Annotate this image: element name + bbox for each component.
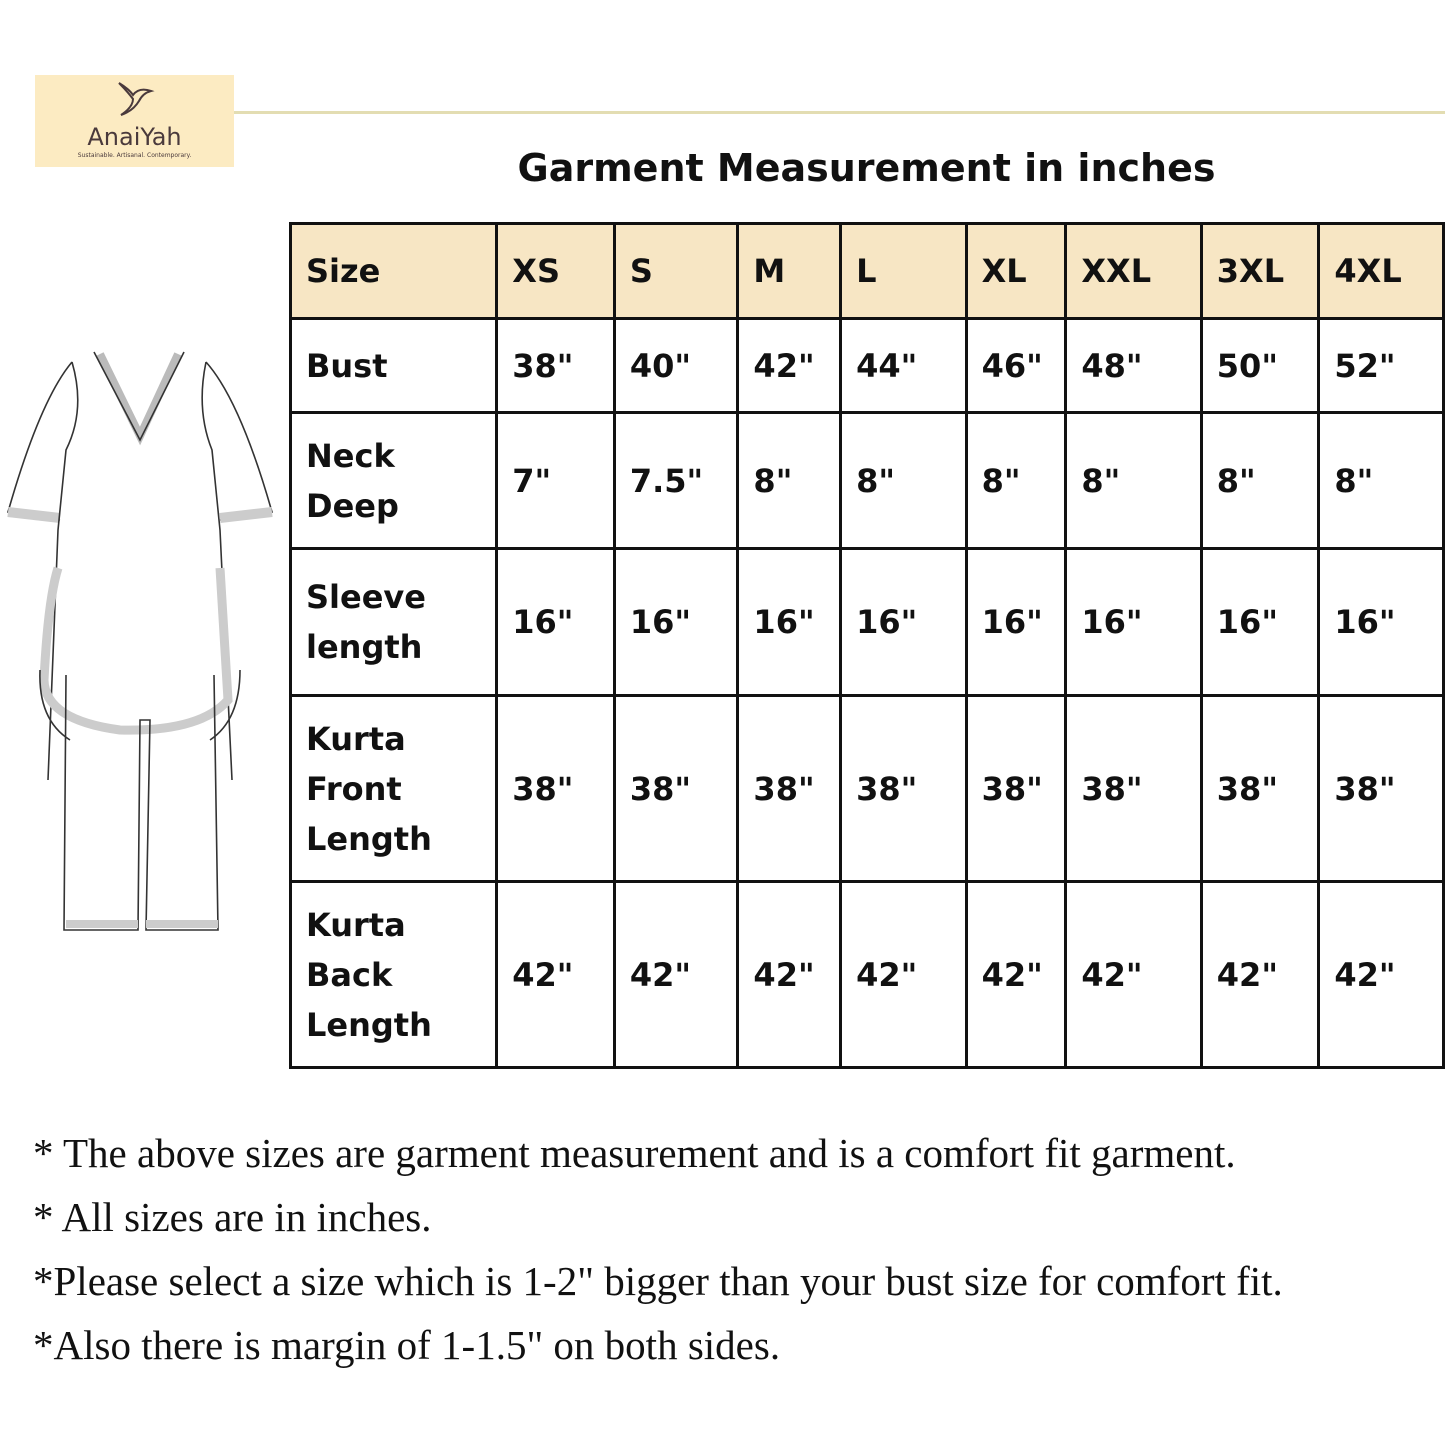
cell: 38" <box>839 694 968 883</box>
cell: 38" <box>1064 694 1203 883</box>
cell: 42" <box>736 880 843 1069</box>
title-text: Garment Measurement in inches <box>517 146 1216 190</box>
cell: 16" <box>1064 547 1203 697</box>
cell: 16" <box>736 547 843 697</box>
row-label: Kurta Back Length <box>288 880 499 1069</box>
note: *Also there is margin of 1-1.5" on both … <box>33 1322 781 1368</box>
cell: 7.5" <box>612 411 740 550</box>
cell: 8" <box>1064 411 1203 550</box>
cell: 42" <box>1317 880 1445 1069</box>
row-label: Neck Deep <box>288 411 499 550</box>
row-label: Bust <box>288 317 499 414</box>
header-cell: 4XL <box>1317 222 1445 320</box>
header-cell: S <box>612 222 740 320</box>
bird-icon <box>118 82 155 116</box>
brand-tagline: Sustainable. Artisanal. Contemporary. <box>77 152 192 159</box>
brand-name: AnaiYah <box>87 123 182 151</box>
cell: 42" <box>736 317 843 414</box>
cell: 42" <box>1199 880 1321 1069</box>
cell: 8" <box>839 411 968 550</box>
cell: 16" <box>1199 547 1321 697</box>
header-cell: XXL <box>1064 222 1203 320</box>
header-cell: Size <box>288 222 499 320</box>
cell: 42" <box>964 880 1068 1069</box>
notes: * The above sizes are garment measuremen… <box>33 1125 1283 1381</box>
cell: 8" <box>736 411 843 550</box>
row-label: Sleeve length <box>288 547 499 697</box>
cell: 42" <box>1064 880 1203 1069</box>
page-title: Garment Measurement in inches <box>290 146 1443 190</box>
row-label: Kurta Front Length <box>288 694 499 883</box>
table-row: Kurta Back Length 42" 42" 42" 42" 42" 42" 42" 42… <box>288 880 1445 1069</box>
table-row: Kurta Front Length 38" 38" 38" 38" 38" 38" 38" 3… <box>288 694 1445 883</box>
table-row: Bust 38" 40" 42" 44" 46" 48" 50" 52" <box>288 317 1445 414</box>
cell: 38" <box>495 317 616 414</box>
size-chart-table: Size XS S M L XL XXL 3XL 4XL Bust 38" 40" 4… <box>288 222 1445 1069</box>
table-header-row: Size XS S M L XL XXL 3XL 4XL <box>288 222 1445 320</box>
note: *Please select a size which is 1-2" bigg… <box>33 1258 1283 1304</box>
cell: 52" <box>1317 317 1445 414</box>
cell: 48" <box>1064 317 1203 414</box>
header-cell: XL <box>964 222 1068 320</box>
brand-logo: AnaiYah Sustainable. Artisanal. Contempo… <box>35 75 234 167</box>
cell: 38" <box>964 694 1068 883</box>
cell: 38" <box>736 694 843 883</box>
header-cell: M <box>736 222 843 320</box>
header-cell: L <box>839 222 968 320</box>
table-row: Sleeve length 16" 16" 16" 16" 16" 16" 16" 16" <box>288 547 1445 697</box>
cell: 38" <box>612 694 740 883</box>
header-cell: XS <box>495 222 616 320</box>
cell: 8" <box>1317 411 1445 550</box>
cell: 8" <box>964 411 1068 550</box>
header-cell: 3XL <box>1199 222 1321 320</box>
cell: 42" <box>495 880 616 1069</box>
note: * All sizes are in inches. <box>33 1194 432 1240</box>
cell: 16" <box>612 547 740 697</box>
cell: 38" <box>495 694 616 883</box>
cell: 16" <box>839 547 968 697</box>
cell: 16" <box>964 547 1068 697</box>
cell: 16" <box>1317 547 1445 697</box>
cell: 42" <box>612 880 740 1069</box>
cell: 44" <box>839 317 968 414</box>
cell: 38" <box>1317 694 1445 883</box>
kurta-illustration <box>6 351 274 931</box>
cell: 7" <box>495 411 616 550</box>
cell: 8" <box>1199 411 1321 550</box>
cell: 38" <box>1199 694 1321 883</box>
cell: 16" <box>495 547 616 697</box>
cell: 40" <box>612 317 740 414</box>
divider-line <box>234 111 1445 114</box>
table-row: Neck Deep 7" 7.5" 8" 8" 8" 8" 8" 8" <box>288 411 1445 550</box>
cell: 46" <box>964 317 1068 414</box>
cell: 50" <box>1199 317 1321 414</box>
cell: 42" <box>839 880 968 1069</box>
note: * The above sizes are garment measuremen… <box>33 1130 1236 1176</box>
